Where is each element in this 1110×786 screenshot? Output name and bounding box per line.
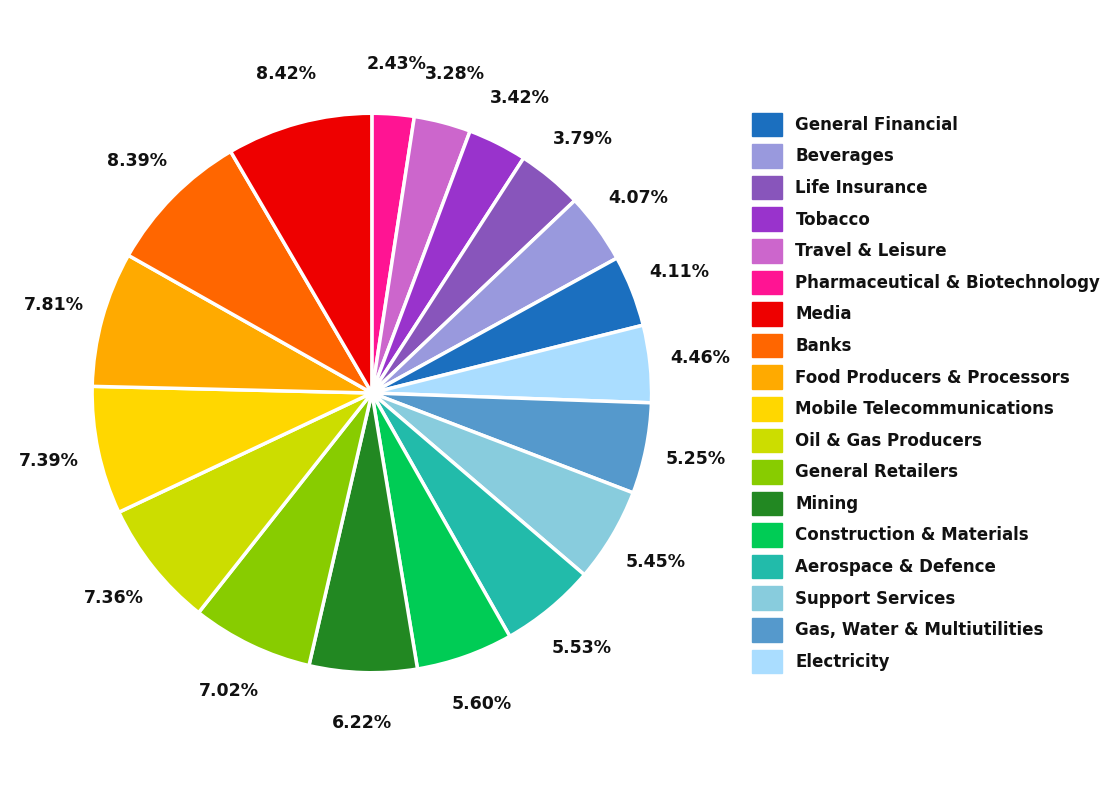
Wedge shape xyxy=(372,158,575,393)
Wedge shape xyxy=(309,393,417,673)
Wedge shape xyxy=(372,393,585,637)
Wedge shape xyxy=(372,258,643,393)
Wedge shape xyxy=(92,255,372,393)
Legend: General Financial, Beverages, Life Insurance, Tobacco, Travel & Leisure, Pharmac: General Financial, Beverages, Life Insur… xyxy=(744,105,1109,681)
Text: 5.45%: 5.45% xyxy=(626,553,686,571)
Text: 7.02%: 7.02% xyxy=(199,681,259,700)
Text: 5.60%: 5.60% xyxy=(452,695,512,713)
Wedge shape xyxy=(372,200,617,393)
Text: 4.46%: 4.46% xyxy=(670,350,730,367)
Wedge shape xyxy=(231,113,372,393)
Text: 2.43%: 2.43% xyxy=(367,55,427,73)
Text: 3.42%: 3.42% xyxy=(491,89,551,107)
Text: 5.53%: 5.53% xyxy=(552,639,612,656)
Wedge shape xyxy=(372,393,633,575)
Text: 7.36%: 7.36% xyxy=(83,590,143,608)
Text: 6.22%: 6.22% xyxy=(332,714,392,732)
Text: 3.28%: 3.28% xyxy=(425,64,485,83)
Wedge shape xyxy=(92,387,372,512)
Wedge shape xyxy=(199,393,372,666)
Wedge shape xyxy=(372,393,652,493)
Wedge shape xyxy=(372,393,509,669)
Wedge shape xyxy=(372,131,524,393)
Wedge shape xyxy=(372,113,414,393)
Text: 8.39%: 8.39% xyxy=(107,152,166,171)
Text: 7.39%: 7.39% xyxy=(19,452,79,470)
Text: 3.79%: 3.79% xyxy=(553,130,613,148)
Wedge shape xyxy=(372,116,470,393)
Text: 8.42%: 8.42% xyxy=(255,65,315,83)
Text: 4.07%: 4.07% xyxy=(608,189,668,208)
Text: 4.11%: 4.11% xyxy=(649,263,709,281)
Wedge shape xyxy=(129,152,372,393)
Wedge shape xyxy=(372,325,652,403)
Text: 7.81%: 7.81% xyxy=(23,296,83,314)
Text: 5.25%: 5.25% xyxy=(665,450,726,468)
Wedge shape xyxy=(119,393,372,612)
